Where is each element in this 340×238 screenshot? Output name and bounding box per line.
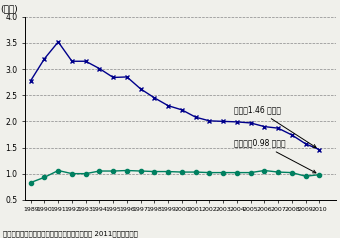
Text: 旅館、1.46 兆円－: 旅館、1.46 兆円－	[234, 105, 316, 148]
Text: (兆円): (兆円)	[0, 4, 18, 13]
Text: ホテル、0.98 兆円－: ホテル、0.98 兆円－	[234, 139, 316, 173]
Text: 資料：財団法人日本生産性本部『レジャー白書 2011』から作成。: 資料：財団法人日本生産性本部『レジャー白書 2011』から作成。	[3, 230, 138, 237]
